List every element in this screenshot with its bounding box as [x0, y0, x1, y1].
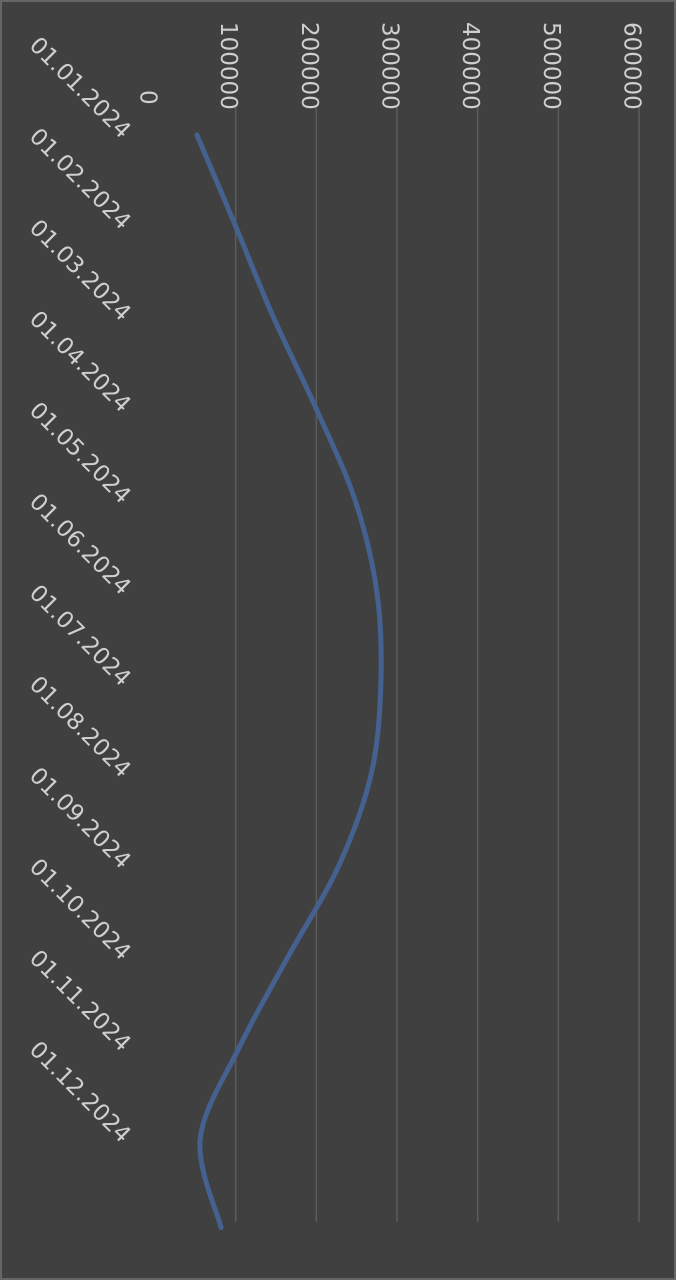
value-axis-tick-labels: 0 100000 200000 300000 400000 500000 600000 — [135, 22, 645, 110]
gridlines — [234, 105, 640, 1222]
value-tick-label: 500000 — [538, 22, 564, 110]
value-tick-label: 300000 — [377, 22, 403, 110]
series-line — [194, 132, 384, 1231]
value-tick-label: 600000 — [619, 22, 645, 110]
value-tick-label: 400000 — [457, 22, 483, 110]
value-tick-label: 0 — [135, 90, 161, 105]
value-tick-label: 100000 — [215, 22, 241, 110]
value-tick-label: 200000 — [296, 22, 322, 110]
